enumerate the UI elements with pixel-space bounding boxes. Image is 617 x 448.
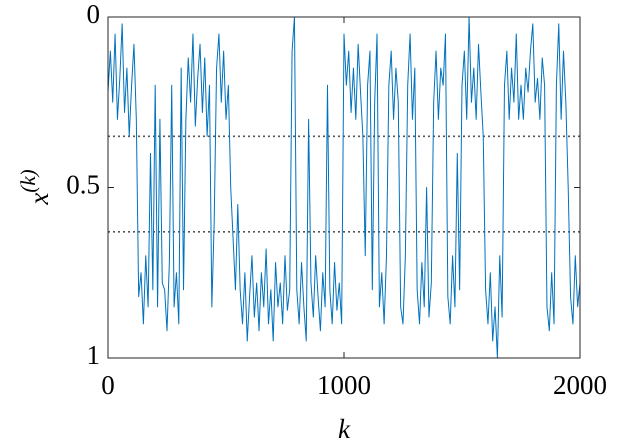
y-tick-label: 0 bbox=[87, 0, 101, 29]
x-tick-label: 1000 bbox=[317, 370, 371, 400]
y-tick-label: 0.5 bbox=[66, 170, 100, 200]
y-tick-label: 1 bbox=[87, 340, 101, 370]
y-label-base: x bbox=[24, 193, 54, 206]
x-tick-label: 0 bbox=[101, 370, 115, 400]
data-line bbox=[107, 16, 581, 359]
y-label-sup: (k) bbox=[16, 169, 40, 192]
y-axis-label: x(k) bbox=[16, 169, 54, 205]
x-tick-label: 2000 bbox=[553, 370, 607, 400]
x-axis-label: k bbox=[338, 414, 351, 444]
